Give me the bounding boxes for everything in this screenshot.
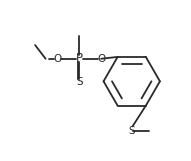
Text: S: S [76,77,83,87]
Text: P: P [76,52,83,65]
Text: O: O [53,54,62,64]
Text: S: S [128,126,135,136]
Text: O: O [97,54,105,64]
